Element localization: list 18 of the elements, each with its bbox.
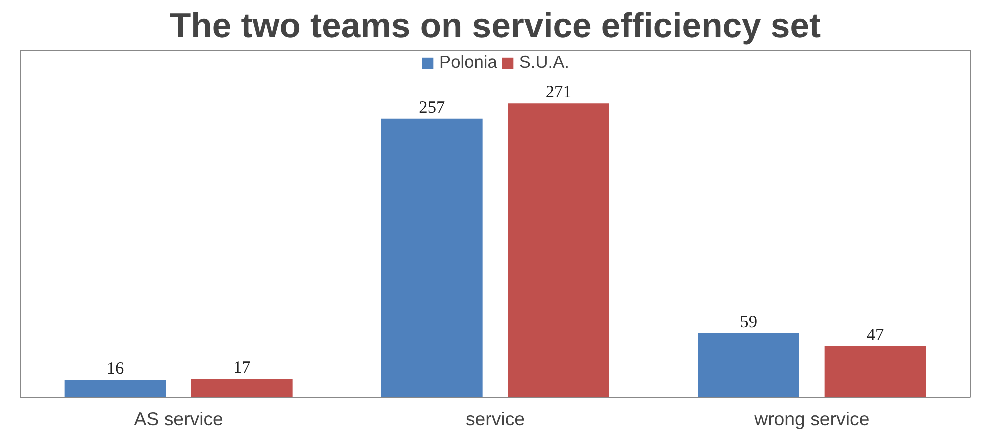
legend-label: S.U.A. xyxy=(519,52,570,73)
bar xyxy=(64,380,166,398)
bar xyxy=(824,346,926,398)
x-tick-label: wrong service xyxy=(754,408,870,430)
data-label: 59 xyxy=(740,312,758,332)
chart-title: The two teams on service efficiency set xyxy=(170,8,822,46)
bar xyxy=(192,379,293,398)
data-label: 47 xyxy=(866,326,884,345)
bar xyxy=(698,334,800,398)
data-label: 17 xyxy=(234,358,252,378)
data-label: 257 xyxy=(419,98,446,117)
x-tick-label: service xyxy=(466,408,526,430)
bar xyxy=(508,104,610,398)
data-label: 271 xyxy=(546,82,572,102)
bar xyxy=(382,118,483,398)
x-tick-label: AS service xyxy=(134,408,224,430)
legend-label: Polonia xyxy=(440,52,498,73)
data-label: 16 xyxy=(106,359,124,378)
